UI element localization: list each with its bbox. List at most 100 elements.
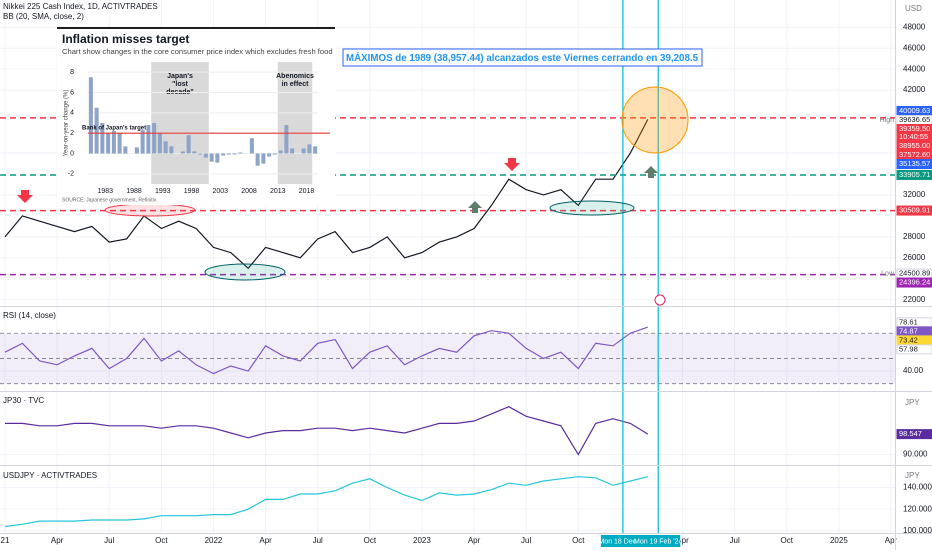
- inset-y-tick-label: 0: [70, 150, 74, 157]
- indicator-title: BB (20, SMA, close, 2): [3, 12, 84, 21]
- y-tick-label: 140.000: [903, 483, 932, 492]
- price-tag-label: 37572.60: [899, 150, 930, 159]
- inset-x-tick-label: 1998: [184, 188, 200, 195]
- inset-x-tick-label: 2008: [241, 188, 257, 195]
- inset-bar: [221, 153, 226, 156]
- x-tick-label: Apr: [676, 536, 689, 545]
- x-tick-label: Apr: [259, 536, 272, 545]
- price-tag: [896, 205, 932, 216]
- inset-x-tick-label: 2003: [212, 188, 228, 195]
- inset-bar: [313, 146, 318, 154]
- inset-bar: [100, 123, 105, 154]
- inset-y-label: Year-on-year change (%): [64, 90, 70, 157]
- price-tag-label: 40009.63: [899, 106, 930, 115]
- x-tick-label: Jul: [104, 536, 114, 545]
- inset-bar: [157, 133, 162, 154]
- inset-bar: [134, 147, 139, 154]
- price-tag: [896, 429, 932, 440]
- event-icon[interactable]: [654, 294, 666, 306]
- panel-title: JP30 · TVC: [3, 396, 44, 405]
- panel-title: USDJPY · ACTIVTRADES: [3, 471, 97, 480]
- y-tick-label: 26000: [903, 253, 926, 262]
- x-tick-label: Apr: [51, 536, 64, 545]
- y-tick-label: 40.00: [903, 366, 924, 375]
- x-tick-label: 21: [1, 536, 10, 545]
- date-marker-label: Mon 19 Feb '24: [634, 538, 683, 545]
- inset-shade-label: Abenomics: [276, 73, 314, 80]
- countdown: 10:40:55: [899, 132, 928, 141]
- inset-bar: [249, 138, 254, 154]
- price-tag-label: 98.547: [899, 429, 922, 438]
- price-tag-label: 24396.24: [899, 278, 930, 287]
- y-tick-label: 44000: [903, 64, 926, 73]
- x-tick-label: Oct: [155, 536, 168, 545]
- inset-bar: [140, 130, 145, 154]
- x-tick-label: Oct: [781, 536, 794, 545]
- price-tag-label: 35135.57: [899, 159, 930, 168]
- date-marker-box: [600, 535, 645, 547]
- price-tag-label: 57.98: [899, 344, 918, 353]
- arrow-down: [504, 158, 520, 171]
- price-tag-name: High: [880, 117, 895, 124]
- highlight-circle: [621, 86, 689, 154]
- price-tag: [896, 169, 932, 180]
- highlight-ellipse: [204, 263, 286, 281]
- price-line: [4, 119, 649, 270]
- date-marker-label: Mon 18 Dec '23: [598, 538, 647, 545]
- y-tick-label: 100.000: [903, 526, 932, 535]
- inset-bar: [301, 148, 306, 154]
- inset-y-tick-label: -2: [68, 171, 74, 178]
- y-tick-label: 90.000: [903, 450, 928, 459]
- x-tick-label: 2023: [413, 536, 431, 545]
- x-tick-label: 2025: [830, 536, 848, 545]
- panel-title: RSI (14, close): [3, 311, 56, 320]
- inset-bar: [111, 131, 116, 154]
- arrow-up: [468, 201, 482, 213]
- inset-x-tick-label: 1983: [97, 188, 113, 195]
- inset-bar: [152, 123, 157, 154]
- inset-bar: [203, 153, 208, 158]
- inset-shade: [151, 62, 209, 184]
- inset-bar: [272, 153, 277, 155]
- inset-y-tick-label: 6: [70, 89, 74, 96]
- price-tag: [896, 277, 932, 288]
- inset-bar: [238, 152, 243, 154]
- price-tag-label: 39359.50: [899, 124, 930, 133]
- x-tick-label: 2022: [205, 536, 223, 545]
- price-tag-label: 73.42: [899, 335, 918, 344]
- inset-source: SOURCE: Japanese government, Refinitiv: [62, 197, 157, 203]
- y-tick-label: 46000: [903, 43, 926, 52]
- inset-chart: Inflation misses target Chart show chang…: [57, 27, 335, 205]
- inset-y-tick-label: 4: [70, 110, 74, 117]
- price-tag-label: 38955.00: [899, 141, 930, 150]
- y-tick-label: 48000: [903, 22, 926, 31]
- inset-bar: [186, 135, 191, 154]
- inset-y-tick-label: 2: [70, 130, 74, 137]
- inset-bar: [198, 153, 203, 155]
- inset-subtitle: Chart show changes in the core consumer …: [62, 47, 333, 56]
- y-tick-label: 22000: [903, 295, 926, 304]
- inset-shade: [277, 62, 313, 184]
- x-tick-label: Apr: [885, 536, 898, 545]
- inset-bar: [226, 153, 231, 155]
- y-tick-label: 28000: [903, 232, 926, 241]
- inset-bar: [169, 146, 174, 154]
- x-tick-label: Jul: [313, 536, 323, 545]
- inset-target-label: Bank of Japan's target: [82, 126, 146, 132]
- inset-bar: [117, 133, 122, 154]
- x-tick-label: Oct: [572, 536, 585, 545]
- inset-bar: [123, 146, 128, 154]
- x-tick-label: Jul: [730, 536, 740, 545]
- inset-top-rule: [57, 27, 335, 29]
- inset-x-tick-label: 1993: [155, 188, 171, 195]
- arrow-up: [644, 166, 658, 178]
- inset-bar: [255, 153, 260, 166]
- y-tick-label: 32000: [903, 190, 926, 199]
- price-tag-name: Low: [881, 270, 895, 277]
- inset-bar: [88, 77, 93, 154]
- inset-bar: [284, 125, 289, 154]
- currency-label: JPY: [905, 398, 920, 407]
- highlight-ellipse: [549, 200, 635, 216]
